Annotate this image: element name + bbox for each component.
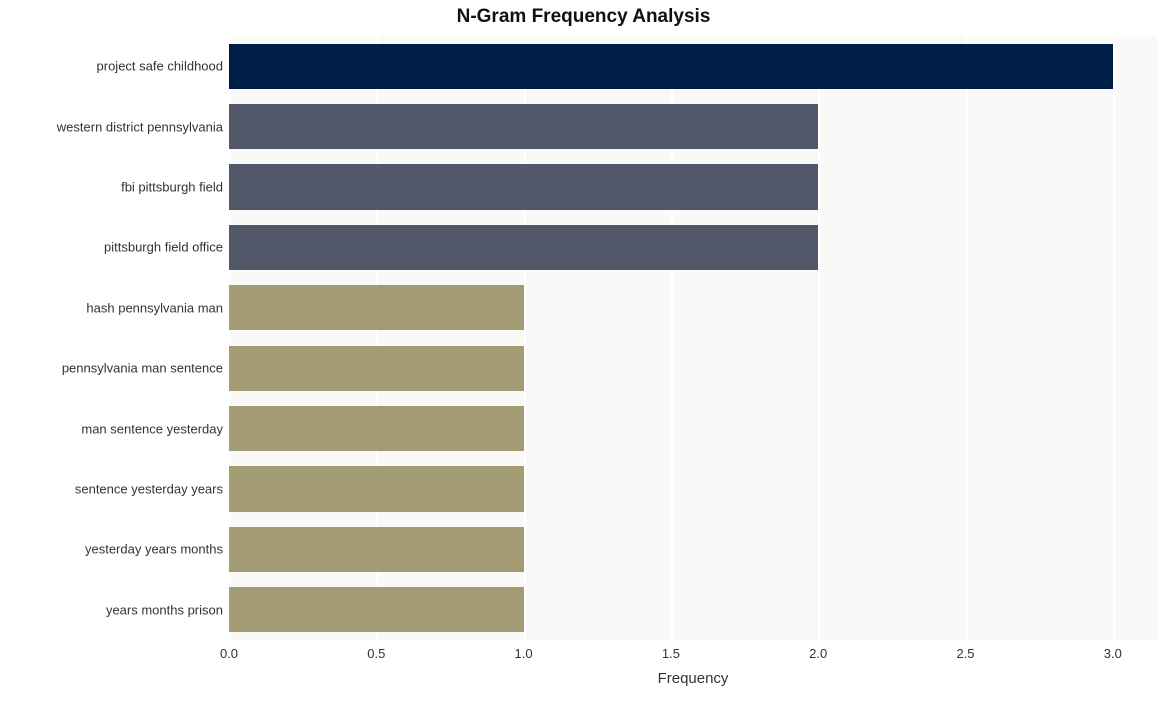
y-tick-label: pittsburgh field office [104, 240, 229, 255]
y-tick-label: yesterday years months [85, 542, 229, 557]
bar [229, 44, 1113, 89]
bar [229, 406, 524, 451]
y-tick-label: fbi pittsburgh field [121, 180, 229, 195]
bar [229, 285, 524, 330]
y-tick-label: western district pennsylvania [57, 119, 229, 134]
x-tick-label: 0.0 [220, 640, 238, 661]
x-tick-label: 2.0 [809, 640, 827, 661]
x-tick-label: 1.0 [515, 640, 533, 661]
plot-area: 0.00.51.01.52.02.53.0project safe childh… [229, 36, 1157, 640]
x-tick-label: 2.5 [956, 640, 974, 661]
ngram-frequency-chart: N-Gram Frequency Analysis 0.00.51.01.52.… [0, 0, 1167, 701]
gridline [966, 36, 968, 640]
y-tick-label: years months prison [106, 602, 229, 617]
y-tick-label: sentence yesterday years [75, 482, 229, 497]
gridline [1113, 36, 1115, 640]
bar [229, 164, 818, 209]
y-tick-label: man sentence yesterday [81, 421, 229, 436]
x-axis-label: Frequency [229, 670, 1157, 687]
gridline [818, 36, 820, 640]
y-tick-label: pennsylvania man sentence [62, 361, 229, 376]
y-tick-label: project safe childhood [97, 59, 229, 74]
x-tick-label: 1.5 [662, 640, 680, 661]
x-tick-label: 3.0 [1104, 640, 1122, 661]
bar [229, 225, 818, 270]
y-tick-label: hash pennsylvania man [86, 300, 229, 315]
bar [229, 104, 818, 149]
x-tick-label: 0.5 [367, 640, 385, 661]
bar [229, 587, 524, 632]
bar [229, 346, 524, 391]
chart-title: N-Gram Frequency Analysis [0, 6, 1167, 28]
bar [229, 466, 524, 511]
bar [229, 527, 524, 572]
